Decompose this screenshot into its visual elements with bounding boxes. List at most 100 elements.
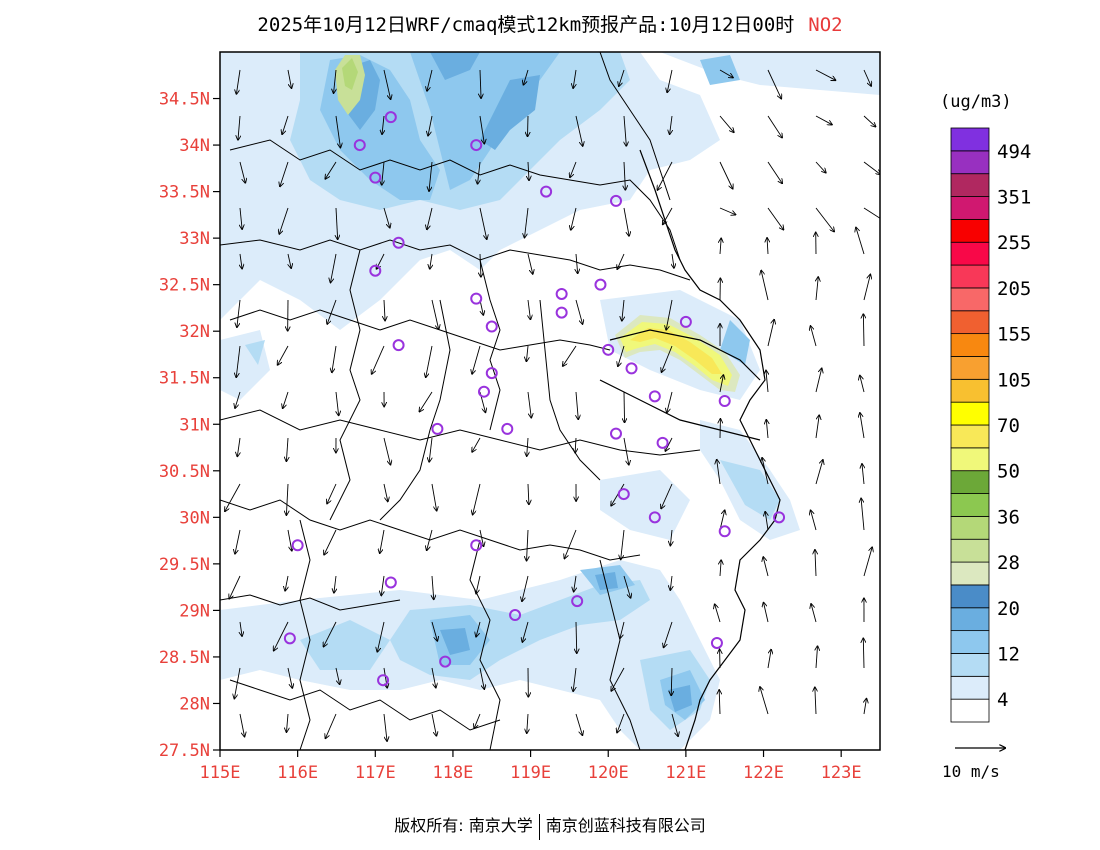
- wind-arrow: [383, 713, 387, 741]
- legend-swatch: [950, 653, 990, 677]
- wind-arrow: [667, 69, 673, 92]
- wind-arrow: [720, 560, 721, 577]
- y-tick-label: 33.5N: [159, 183, 210, 203]
- wind-arrow: [429, 161, 433, 191]
- wind-arrow: [428, 115, 433, 136]
- wind-arrow: [527, 713, 528, 733]
- wind-arrow: [811, 510, 817, 531]
- station-marker: [625, 362, 638, 375]
- wind-arrow: [815, 115, 832, 125]
- wind-arrow: [522, 575, 529, 601]
- station-marker: [392, 236, 405, 249]
- legend-swatch: [950, 401, 990, 426]
- wind-arrow: [225, 483, 241, 511]
- wind-arrow: [237, 437, 240, 456]
- wind-arrow: [815, 69, 835, 80]
- legend-swatch: [950, 493, 990, 517]
- legend-label: 255: [997, 232, 1031, 254]
- wind-arrow: [622, 299, 624, 321]
- wind-arrow: [479, 667, 484, 689]
- y-tick-label: 28N: [179, 694, 210, 714]
- wind-arrow: [383, 207, 390, 228]
- legend-unit: (ug/m3): [940, 92, 1012, 112]
- wind-arrow: [479, 529, 484, 546]
- pollutant-label: NO2: [808, 14, 843, 36]
- station-marker: [478, 385, 490, 398]
- wind-arrow: [235, 529, 241, 554]
- concentration-legend: 4 12 20 28 36 50 70 105 155 205 255 351 494: [950, 127, 1031, 723]
- wind-arrow: [274, 621, 289, 651]
- wind-arrow: [335, 667, 340, 684]
- wind-arrow: [287, 667, 292, 688]
- legend-swatch: [950, 356, 990, 380]
- legend-label: 50: [997, 461, 1020, 483]
- wind-arrow: [563, 345, 577, 366]
- plot-frame: [219, 51, 881, 751]
- wind-arrow: [666, 299, 673, 330]
- wind-arrow: [624, 115, 626, 146]
- wind-arrow: [419, 391, 433, 412]
- wind-arrow: [863, 115, 875, 127]
- wind-arrow: [229, 575, 241, 599]
- station-marker: [291, 539, 304, 552]
- wind-arrow: [336, 391, 339, 415]
- wind-arrow: [662, 345, 673, 372]
- station-marker: [384, 111, 397, 124]
- y-tick-label: 34N: [179, 136, 210, 156]
- wind-arrow: [864, 699, 866, 715]
- wind-arrow: [719, 161, 733, 189]
- station-marker: [571, 595, 584, 608]
- station-marker: [540, 185, 553, 198]
- wind-arrow: [576, 253, 578, 273]
- wind-arrow: [336, 207, 338, 239]
- wind-arrow: [327, 299, 337, 324]
- wind-arrow: [236, 69, 241, 94]
- legend-swatch: [950, 150, 990, 175]
- wind-arrow: [815, 368, 822, 393]
- legend-label: 494: [997, 141, 1031, 163]
- wind-arrow: [525, 207, 529, 237]
- wind-arrow: [285, 575, 288, 591]
- wind-arrow: [611, 483, 625, 506]
- legend-swatch: [950, 675, 990, 700]
- wind-arrow: [575, 115, 583, 146]
- wind-arrow: [573, 69, 576, 88]
- wind-arrow: [430, 253, 432, 269]
- wind-arrow: [863, 314, 864, 347]
- wind-arrow: [624, 391, 625, 422]
- legend-label: 205: [997, 278, 1031, 300]
- y-tick-label: 32N: [179, 322, 210, 342]
- legend-swatch: [950, 310, 990, 335]
- wind-arrow: [331, 253, 337, 282]
- x-tick-label: 117E: [355, 763, 396, 783]
- station-marker: [485, 320, 498, 333]
- wind-arrow: [383, 69, 391, 99]
- wind-arrow: [667, 391, 673, 412]
- station-marker: [369, 264, 382, 277]
- wind-arrow: [523, 69, 529, 85]
- wind-arrow: [760, 687, 769, 715]
- wind-arrow: [280, 161, 289, 186]
- legend-swatch: [950, 561, 990, 586]
- legend-label: 28: [997, 552, 1020, 574]
- title-text: 2025年10月12日WRF/cmaq模式12km预报产品:10月12日00时: [257, 14, 795, 36]
- wind-reference-label: 10 m/s: [942, 762, 1000, 781]
- wind-vectors: [225, 69, 880, 741]
- wind-arrow: [324, 621, 337, 647]
- station-marker: [718, 395, 731, 407]
- wind-arrow: [766, 371, 768, 393]
- wind-arrow: [279, 207, 289, 234]
- wind-arrow: [863, 207, 880, 219]
- copyright-right: 南京创蓝科技有限公司: [545, 816, 706, 835]
- concentration-field: [220, 52, 880, 750]
- x-tick-label: 119E: [510, 763, 551, 783]
- wind-arrow: [765, 512, 768, 531]
- wind-arrow: [672, 253, 674, 268]
- wind-arrow: [287, 529, 292, 551]
- y-tick-label: 31.5N: [159, 369, 210, 389]
- wind-arrow: [479, 115, 484, 144]
- y-tick-label: 29N: [179, 601, 210, 621]
- wind-arrow: [478, 161, 480, 184]
- wind-arrow: [763, 557, 769, 577]
